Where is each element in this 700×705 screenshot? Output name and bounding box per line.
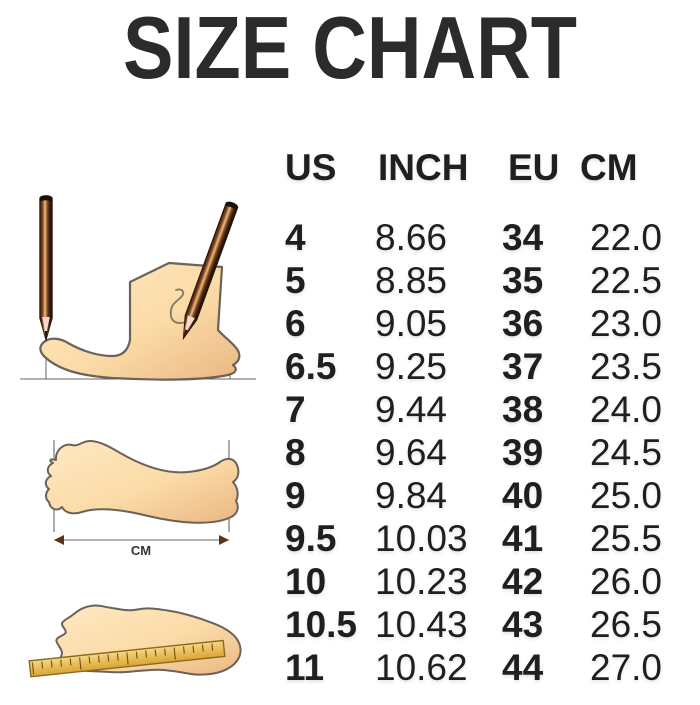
svg-text:CM: CM bbox=[131, 543, 151, 558]
